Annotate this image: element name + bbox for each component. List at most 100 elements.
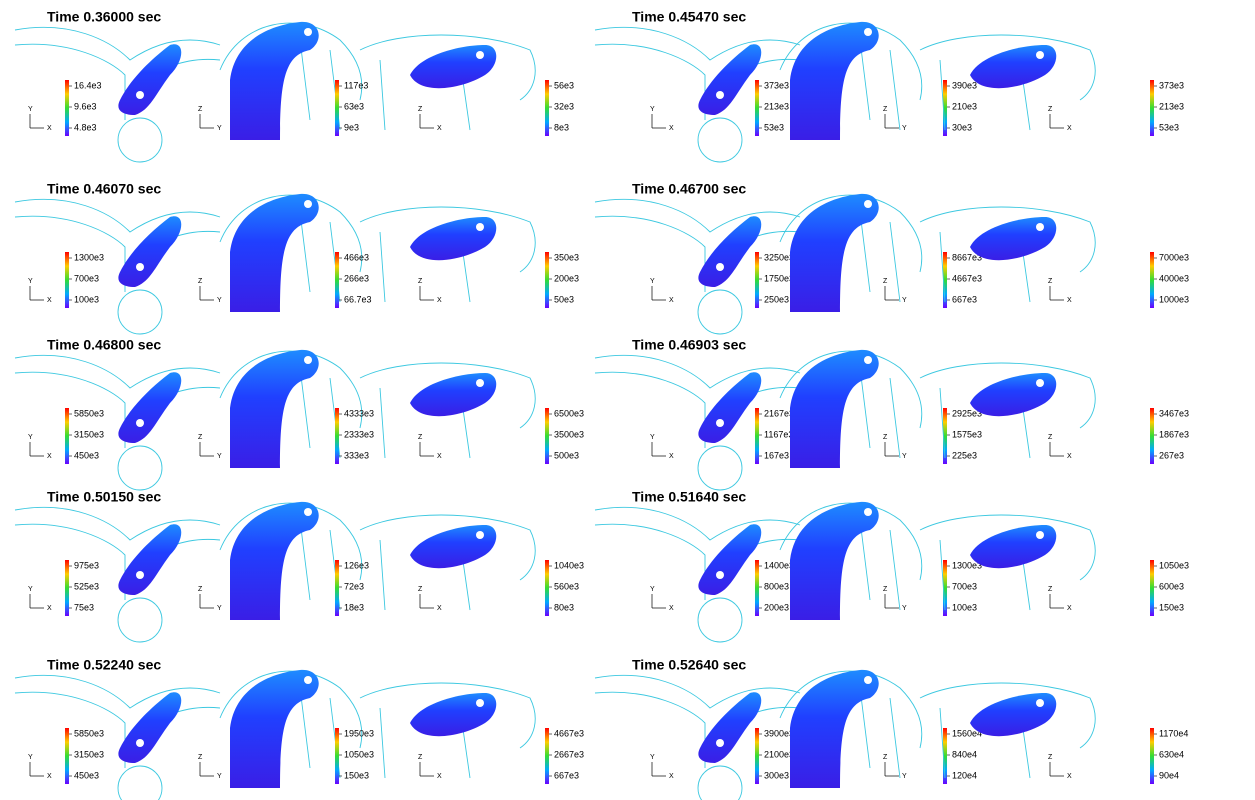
colorbar-label: 213e3 — [1159, 101, 1184, 111]
colorbar-label: 525e3 — [74, 581, 99, 591]
colorbar-label: 630e4 — [1159, 749, 1184, 759]
colorbar — [65, 80, 69, 136]
panel-title: Time 0.46700 sec — [632, 181, 746, 197]
colorbar — [545, 728, 549, 784]
colorbar — [755, 728, 759, 784]
snapshot-panel: Time 0.46903 sec2167e31167e3167e3YX2925e… — [595, 337, 1189, 490]
snapshot-panel: Time 0.46700 sec3250e31750e3250e3YX8667e… — [595, 181, 1189, 334]
stress-region — [118, 44, 181, 115]
axis-label: Y — [650, 434, 655, 441]
panel-title: Time 0.51640 sec — [632, 489, 746, 505]
axis-label: Y — [217, 773, 222, 780]
node-marker — [864, 200, 872, 208]
colorbar-label: 3150e3 — [74, 429, 104, 439]
axis-label: Y — [28, 278, 33, 285]
colorbar — [335, 252, 339, 308]
node-marker — [476, 699, 484, 707]
node-marker — [136, 91, 144, 99]
colorbar-label: 667e3 — [554, 770, 579, 780]
axis-label: Y — [650, 586, 655, 593]
colorbar-label: 350e3 — [554, 252, 579, 262]
colorbar-label: 667e3 — [952, 294, 977, 304]
colorbar-label: 2333e3 — [344, 429, 374, 439]
colorbar — [755, 560, 759, 616]
colorbar-label: 1575e3 — [952, 429, 982, 439]
colorbar-label: 100e3 — [74, 294, 99, 304]
stress-region — [410, 217, 496, 260]
axis-label: X — [437, 125, 442, 132]
snapshot-panel: Time 0.46070 sec1300e3700e3100e3YX466e32… — [15, 181, 579, 334]
node-marker — [716, 739, 724, 747]
model-outline — [698, 598, 742, 642]
node-marker — [476, 51, 484, 59]
colorbar-label: 500e3 — [554, 450, 579, 460]
axis-label: Y — [28, 754, 33, 761]
node-marker — [864, 356, 872, 364]
colorbar — [755, 252, 759, 308]
colorbar-label: 333e3 — [344, 450, 369, 460]
panel-title: Time 0.52640 sec — [632, 657, 746, 673]
node-marker — [1036, 699, 1044, 707]
colorbar-label: 3467e3 — [1159, 408, 1189, 418]
axis-label: Y — [650, 106, 655, 113]
stress-region — [698, 692, 761, 763]
node-marker — [1036, 223, 1044, 231]
axis-label: Z — [1048, 586, 1053, 593]
stress-region — [698, 216, 761, 287]
axis-label: Z — [1048, 278, 1053, 285]
stress-region — [118, 524, 181, 595]
axis-label: X — [47, 605, 52, 612]
panel-title: Time 0.50150 sec — [47, 489, 161, 505]
node-marker — [476, 379, 484, 387]
axis-label: Z — [418, 434, 423, 441]
axis-label: Z — [198, 434, 203, 441]
axis-label: Y — [902, 773, 907, 780]
colorbar-label: 450e3 — [74, 450, 99, 460]
node-marker — [136, 263, 144, 271]
node-marker — [716, 571, 724, 579]
colorbar-label: 8e3 — [554, 122, 569, 132]
node-marker — [136, 419, 144, 427]
node-marker — [304, 508, 312, 516]
node-marker — [1036, 51, 1044, 59]
axis-label: Z — [198, 278, 203, 285]
colorbar-label: 1050e3 — [344, 749, 374, 759]
panel-title: Time 0.52240 sec — [47, 657, 161, 673]
stress-region — [118, 216, 181, 287]
node-marker — [716, 419, 724, 427]
axis-label: Z — [418, 754, 423, 761]
colorbar-label: 373e3 — [764, 80, 789, 90]
node-marker — [136, 571, 144, 579]
colorbar-label: 466e3 — [344, 252, 369, 262]
colorbar-label: 56e3 — [554, 80, 574, 90]
snapshot-panel: Time 0.52240 sec5850e33150e3450e3YX1950e… — [15, 657, 584, 800]
axis-label: Z — [198, 754, 203, 761]
node-marker — [1036, 531, 1044, 539]
colorbar-label: 210e3 — [952, 101, 977, 111]
colorbar-label: 1400e3 — [764, 560, 794, 570]
colorbar — [1150, 560, 1154, 616]
colorbar-label: 200e3 — [554, 273, 579, 283]
colorbar-label: 7000e3 — [1159, 252, 1189, 262]
colorbar — [1150, 408, 1154, 464]
colorbar-label: 9e3 — [344, 122, 359, 132]
node-marker — [136, 739, 144, 747]
panel-title: Time 0.46070 sec — [47, 181, 161, 197]
node-marker — [864, 508, 872, 516]
colorbar-label: 3250e3 — [764, 252, 794, 262]
axis-label: Y — [28, 586, 33, 593]
stress-region — [118, 692, 181, 763]
axis-label: Y — [217, 453, 222, 460]
colorbar-label: 200e3 — [764, 602, 789, 612]
node-marker — [304, 28, 312, 36]
node-marker — [716, 91, 724, 99]
panel-title: Time 0.45470 sec — [632, 9, 746, 25]
snapshot-panel: Time 0.36000 sec16.4e39.6e34.8e3YX117e36… — [15, 9, 574, 162]
model-outline — [15, 675, 220, 768]
colorbar-label: 267e3 — [1159, 450, 1184, 460]
axis-label: Y — [28, 434, 33, 441]
colorbar — [1150, 252, 1154, 308]
node-marker — [304, 676, 312, 684]
colorbar-label: 63e3 — [344, 101, 364, 111]
colorbar-label: 4667e3 — [952, 273, 982, 283]
